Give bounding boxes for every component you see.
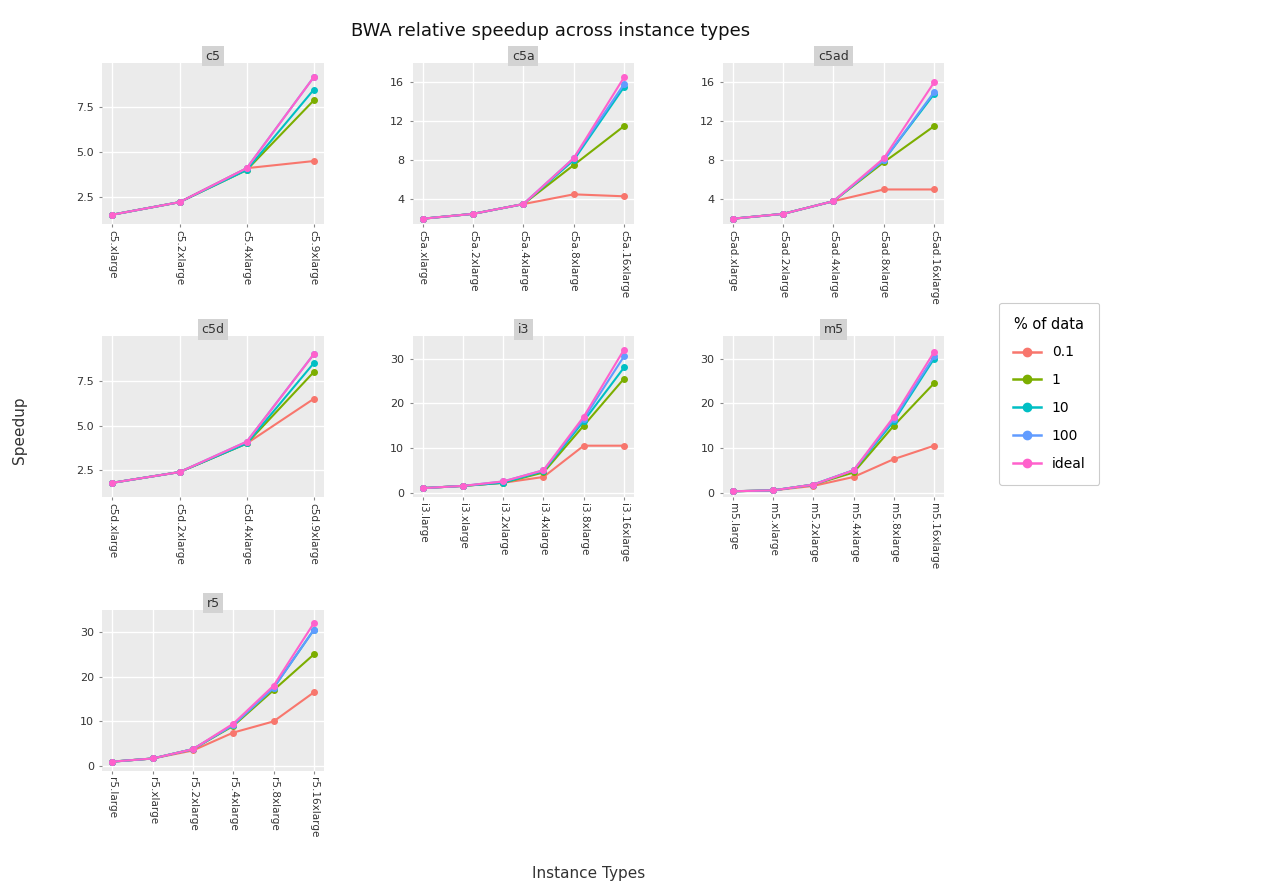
Title: c5d: c5d <box>202 323 225 336</box>
Title: c5a: c5a <box>512 49 535 63</box>
Text: Instance Types: Instance Types <box>532 866 645 881</box>
Text: BWA relative speedup across instance types: BWA relative speedup across instance typ… <box>351 22 750 40</box>
Title: r5: r5 <box>206 597 220 609</box>
Legend: 0.1, 1, 10, 100, ideal: 0.1, 1, 10, 100, ideal <box>998 303 1100 485</box>
Title: c5ad: c5ad <box>818 49 849 63</box>
Title: m5: m5 <box>823 323 844 336</box>
Text: Speedup: Speedup <box>12 396 27 464</box>
Title: i3: i3 <box>517 323 529 336</box>
Title: c5: c5 <box>206 49 220 63</box>
